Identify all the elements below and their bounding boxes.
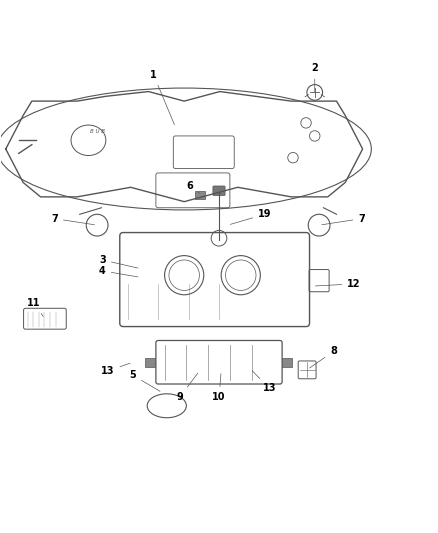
Text: 7: 7 <box>322 214 365 225</box>
Text: 9: 9 <box>177 373 198 402</box>
FancyBboxPatch shape <box>194 191 205 199</box>
Bar <box>145 358 155 367</box>
Bar <box>282 358 292 367</box>
Text: 13: 13 <box>252 371 276 393</box>
Text: 12: 12 <box>315 279 361 289</box>
Text: B U B: B U B <box>90 129 105 134</box>
Text: 4: 4 <box>99 266 138 277</box>
Text: 3: 3 <box>99 255 138 268</box>
FancyBboxPatch shape <box>213 186 225 196</box>
Text: 1: 1 <box>150 70 174 125</box>
Text: 7: 7 <box>51 214 95 225</box>
Text: 8: 8 <box>310 346 337 368</box>
Text: 10: 10 <box>212 374 226 402</box>
Text: 6: 6 <box>186 181 199 193</box>
Text: 11: 11 <box>27 298 43 317</box>
Text: 19: 19 <box>230 209 272 224</box>
Text: 13: 13 <box>101 363 130 376</box>
Text: 5: 5 <box>130 370 160 391</box>
Text: 2: 2 <box>311 63 318 92</box>
